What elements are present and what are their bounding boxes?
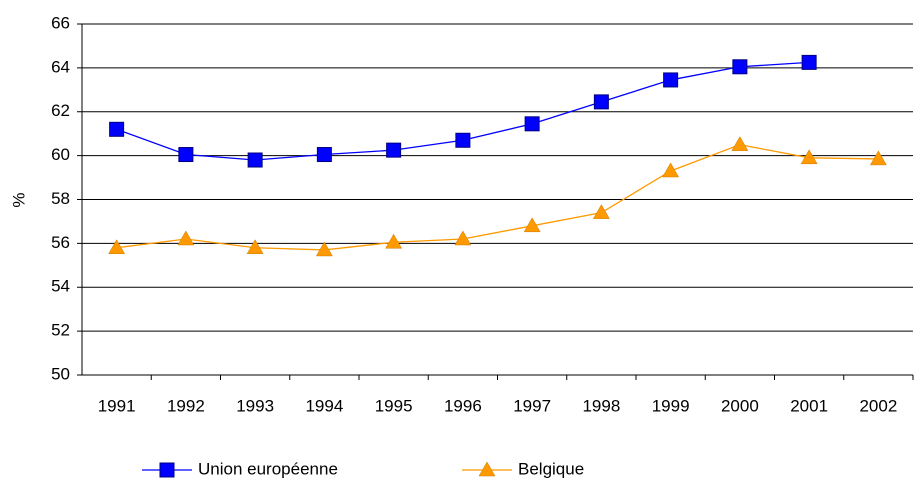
marker xyxy=(247,152,263,168)
marker xyxy=(159,462,175,478)
x-tick-label: 2000 xyxy=(721,396,759,415)
y-tick-label: 58 xyxy=(51,189,70,208)
marker xyxy=(478,461,496,477)
marker xyxy=(663,72,679,88)
marker xyxy=(454,230,472,246)
series-line xyxy=(116,143,879,251)
x-tick-label: 1991 xyxy=(98,396,136,415)
x-tick-label: 1992 xyxy=(167,396,205,415)
marker xyxy=(731,136,749,151)
y-tick-label: 52 xyxy=(51,321,70,340)
marker xyxy=(523,217,541,233)
y-tick-label: 66 xyxy=(51,13,70,32)
legend-label: Belgique xyxy=(518,459,584,478)
marker xyxy=(109,121,125,137)
y-tick-label: 50 xyxy=(51,364,70,383)
x-tick-label: 2001 xyxy=(790,396,828,415)
marker xyxy=(315,241,333,257)
x-tick-label: 1994 xyxy=(305,396,343,415)
y-tick-label: 60 xyxy=(51,145,70,164)
marker xyxy=(732,59,748,75)
x-tick-label: 1998 xyxy=(582,396,620,415)
marker xyxy=(592,204,610,219)
marker xyxy=(178,147,194,163)
marker xyxy=(108,239,126,255)
marker xyxy=(316,147,332,163)
legend-label: Union européenne xyxy=(198,459,338,478)
x-tick-label: 1996 xyxy=(444,396,482,415)
marker xyxy=(801,54,817,70)
y-axis-label: % xyxy=(9,192,28,207)
y-tick-label: 64 xyxy=(51,57,70,76)
marker xyxy=(869,150,887,166)
marker xyxy=(800,149,818,165)
marker xyxy=(246,239,264,255)
marker xyxy=(455,132,471,148)
marker xyxy=(524,116,540,132)
marker xyxy=(177,230,195,246)
x-tick-label: 1993 xyxy=(236,396,274,415)
marker xyxy=(593,94,609,110)
marker xyxy=(386,142,402,158)
x-tick-label: 1999 xyxy=(652,396,690,415)
marker xyxy=(385,233,403,249)
x-tick-label: 2002 xyxy=(859,396,897,415)
y-tick-label: 56 xyxy=(51,233,70,252)
y-tick-label: 62 xyxy=(51,101,70,120)
x-tick-label: 1997 xyxy=(513,396,551,415)
y-tick-label: 54 xyxy=(51,277,70,296)
marker xyxy=(662,162,680,178)
x-tick-label: 1995 xyxy=(375,396,413,415)
